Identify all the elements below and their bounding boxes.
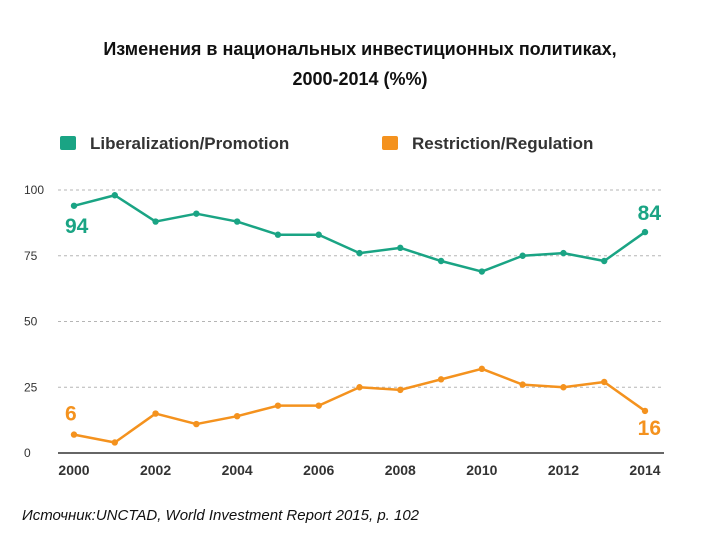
y-axis: 0 25 50 75 100 — [24, 183, 44, 460]
series-1-point-2010 — [478, 268, 486, 275]
title-line-1: Изменения в национальных инвестиционных … — [103, 39, 617, 59]
series-1-point-2002 — [152, 218, 159, 225]
series-line-2 — [73, 367, 646, 444]
series-2-point-2005 — [274, 402, 282, 409]
series-line-1 — [73, 194, 646, 273]
series-1-point-2012 — [560, 249, 567, 257]
series-2-point-2007 — [356, 384, 363, 391]
legend-label-1: Liberalization/Promotion — [90, 134, 289, 153]
series-1-point-2011 — [519, 252, 526, 259]
series-1-point-2007 — [356, 249, 363, 257]
series-2-point-2011 — [519, 381, 526, 388]
chart-title: Изменения в национальных инвестиционных … — [0, 34, 720, 94]
x-tick-label-2004: 2004 — [222, 462, 253, 478]
legend-label-2: Restriction/Regulation — [412, 134, 593, 153]
series-1-point-2003 — [193, 210, 200, 217]
title-line-2: 2000-2014 (%%) — [292, 69, 428, 89]
y-tick-label-50: 50 — [24, 315, 38, 329]
y-tick-label-100: 100 — [24, 183, 44, 197]
series-2-start-label: 6 — [65, 403, 77, 426]
x-tick-label-2002: 2002 — [140, 462, 171, 478]
series-2-point-2012 — [560, 384, 567, 391]
series-2-point-2006 — [315, 402, 322, 409]
series-2-point-2010 — [478, 365, 486, 373]
series-1-point-2001 — [111, 192, 118, 199]
series-2-point-2014 — [641, 407, 649, 415]
x-tick-label-2014: 2014 — [629, 462, 660, 478]
series-2-point-2008 — [397, 386, 404, 394]
series-2-point-2000 — [70, 431, 78, 438]
y-tick-label-75: 75 — [24, 249, 38, 263]
y-tick-label-25: 25 — [24, 380, 38, 394]
legend-swatch-1 — [60, 136, 76, 150]
series-1-point-2014 — [641, 228, 649, 236]
series-1-start-label: 94 — [65, 215, 89, 238]
chart-grid — [58, 189, 664, 454]
x-tick-label-2008: 2008 — [385, 462, 416, 478]
series-1-point-2000 — [70, 202, 78, 209]
y-tick-label-0: 0 — [24, 446, 31, 460]
series-2-point-2001 — [111, 439, 118, 446]
series-1-end-label: 84 — [638, 202, 662, 225]
chart-legend: Liberalization/Promotion Restriction/Regu… — [60, 134, 593, 153]
series-2-point-2003 — [193, 420, 200, 428]
x-tick-label-2012: 2012 — [548, 462, 579, 478]
source-note: Источник:UNCTAD, World Investment Report… — [22, 507, 420, 524]
series-1-point-2005 — [274, 231, 282, 238]
x-tick-label-2010: 2010 — [466, 462, 497, 478]
legend-swatch-2 — [382, 136, 398, 150]
series-2-end-label: 16 — [638, 417, 661, 440]
x-tick-label-2006: 2006 — [303, 462, 334, 478]
plot-area: 94 84 6 16 — [65, 192, 661, 446]
series-2-point-2002 — [152, 410, 159, 417]
series-2-point-2013 — [601, 378, 608, 386]
series-1-point-2006 — [315, 231, 322, 238]
series-1-point-2004 — [233, 218, 241, 225]
series-1-point-2009 — [437, 257, 445, 265]
series-1-point-2008 — [397, 244, 404, 252]
x-axis: 2000 2002 2004 2006 2008 2010 2012 2014 — [58, 462, 660, 478]
series-1-point-2013 — [601, 257, 608, 265]
series-2-point-2009 — [437, 376, 445, 383]
series-2-point-2004 — [233, 412, 241, 420]
x-tick-label-2000: 2000 — [58, 462, 89, 478]
